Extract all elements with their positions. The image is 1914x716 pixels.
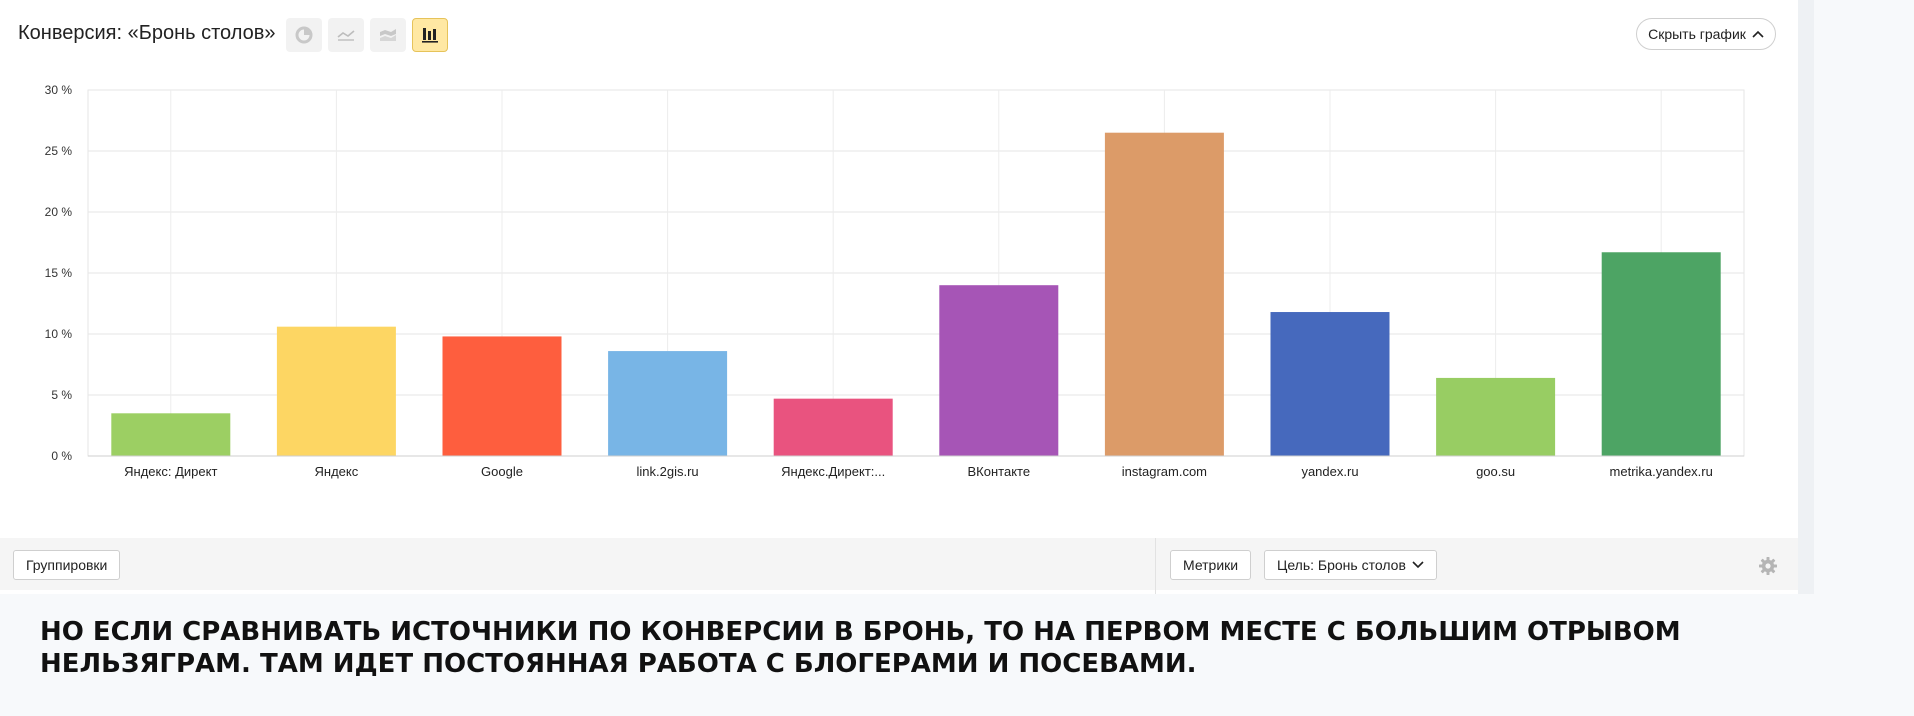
bar-0	[111, 413, 231, 456]
bar-5	[939, 285, 1059, 456]
bar-chart-icon	[422, 28, 438, 43]
y-tick-label: 25 %	[45, 144, 73, 158]
y-tick-label: 10 %	[45, 327, 73, 341]
y-tick-label: 15 %	[45, 266, 73, 280]
chevron-up-icon	[1752, 30, 1764, 38]
y-tick-label: 30 %	[45, 83, 73, 97]
pie-chart-icon	[295, 26, 313, 44]
groupings-button[interactable]: Группировки	[13, 550, 121, 580]
bar-4	[773, 398, 893, 456]
x-tick-label: goo.su	[1476, 464, 1515, 479]
report-panel	[0, 0, 1798, 594]
x-tick-label: yandex.ru	[1301, 464, 1358, 479]
line-chart-icon	[337, 30, 355, 41]
chevron-down-icon	[1412, 561, 1424, 569]
x-tick-label: Яндекс: Директ	[124, 464, 217, 479]
x-tick-label: link.2gis.ru	[637, 464, 699, 479]
hide-chart-label: Скрыть график	[1648, 26, 1746, 42]
bar-2	[442, 336, 562, 456]
y-tick-label: 5 %	[51, 388, 72, 402]
scroll-strip	[1798, 0, 1814, 594]
goal-label: Цель: Бронь столов	[1277, 557, 1406, 573]
x-tick-label: instagram.com	[1122, 464, 1207, 479]
bar-8	[1436, 377, 1556, 456]
bar-view-button[interactable]	[412, 18, 448, 52]
line-view-button[interactable]	[328, 18, 364, 52]
y-tick-label: 0 %	[51, 449, 72, 463]
chart-title: Конверсия: «Бронь столов»	[18, 22, 276, 44]
area-view-button[interactable]	[370, 18, 406, 52]
goal-select[interactable]: Цель: Бронь столов	[1264, 550, 1437, 580]
metrics-button[interactable]: Метрики	[1170, 550, 1252, 580]
caption-line-2: НЕЛЬЗЯГРАМ. ТАМ ИДЕТ ПОСТОЯННАЯ РАБОТА С…	[40, 649, 1197, 679]
x-tick-label: metrika.yandex.ru	[1610, 464, 1713, 479]
bar-9	[1601, 252, 1721, 456]
groupings-label: Группировки	[26, 557, 108, 573]
conversion-bar-chart: 0 % 5 % 10 % 15 % 20 % 25 % 30 % Яндекс: Директ…	[45, 83, 1745, 479]
bottom-toolbar	[0, 538, 1798, 590]
hide-chart-button[interactable]: Скрыть график	[1636, 18, 1776, 50]
stacked-area-icon	[380, 29, 396, 41]
x-tick-label: Google	[481, 464, 523, 479]
y-tick-label: 20 %	[45, 205, 73, 219]
toolbar-divider	[1155, 538, 1156, 594]
x-tick-label: ВКонтакте	[968, 464, 1031, 479]
x-tick-label: Яндекс	[315, 464, 359, 479]
bar-3	[608, 351, 728, 456]
bar-1	[276, 326, 396, 456]
gear-icon[interactable]	[1758, 556, 1778, 576]
x-tick-label: Яндекс.Директ:...	[781, 464, 885, 479]
caption-line-1: НО ЕСЛИ СРАВНИВАТЬ ИСТОЧНИКИ ПО КОНВЕРСИ…	[40, 617, 1681, 647]
slide-caption: НО ЕСЛИ СРАВНИВАТЬ ИСТОЧНИКИ ПО КОНВЕРСИ…	[40, 616, 1860, 680]
pie-view-button[interactable]	[286, 18, 322, 52]
bar-6	[1104, 132, 1224, 456]
bar-7	[1270, 312, 1390, 456]
metrics-label: Метрики	[1183, 557, 1239, 573]
